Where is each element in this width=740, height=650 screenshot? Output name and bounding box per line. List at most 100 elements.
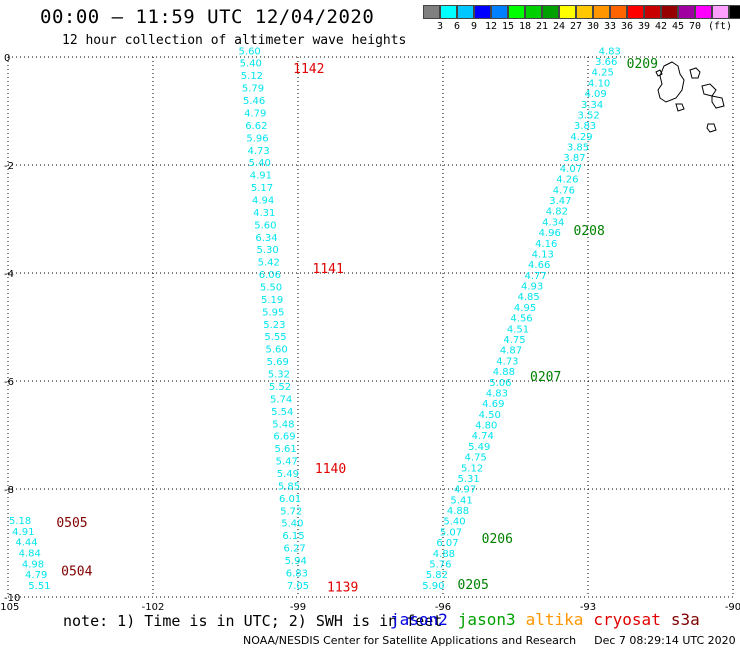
wave-height-value: 5.31	[457, 474, 479, 485]
wave-height-value: 4.95	[514, 303, 536, 314]
colorbar-label: 15	[501, 21, 515, 32]
wave-height-value: 5.76	[429, 560, 451, 571]
colorbar-cell-10	[593, 5, 610, 19]
wave-height-value: 4.56	[510, 314, 532, 325]
pass-time-label: 0209	[627, 57, 658, 72]
colorbar-cell-17	[712, 5, 729, 19]
wave-height-value: 4.79	[25, 570, 47, 581]
colorbar-cell-16	[695, 5, 712, 19]
wave-height-value: 4.97	[454, 485, 476, 496]
axis-ticks: -105 -102 -99 -96 -93 -90 0 -2 -4 -6 -8 -10	[0, 53, 740, 613]
colorbar-label: 21	[535, 21, 549, 32]
colorbar-label: 42	[654, 21, 668, 32]
wave-height-value: 5.30	[257, 245, 279, 256]
wave-height-value: 5.18	[9, 516, 31, 527]
colorbar-cell-4	[491, 5, 508, 19]
galapagos-islands	[655, 61, 725, 133]
wave-height-value: 4.82	[546, 207, 568, 218]
wave-height-value: 3.52	[577, 110, 599, 121]
wave-height-value: 5.40	[249, 158, 271, 169]
wave-height-value: 5.74	[270, 394, 292, 405]
wave-height-value: 5.41	[450, 495, 472, 506]
track-jason3-right: 4.833.664.254.104.093.343.523.834.293.85…	[422, 46, 621, 592]
wave-height-value: 5.40	[240, 59, 262, 70]
wave-height-value: 5.82	[426, 570, 448, 581]
wave-height-value: 5.96	[246, 133, 268, 144]
wave-height-value: 6.69	[273, 432, 295, 443]
pass-time-label: 0205	[458, 578, 489, 593]
wave-height-value: 5.49	[468, 442, 490, 453]
wave-height-value: 4.07	[560, 164, 582, 175]
pass-time-label: 0504	[61, 564, 92, 579]
track-cryosat-corner: 5.184.914.444.844.984.795.51	[9, 516, 51, 592]
wave-height-value: 4.74	[472, 431, 494, 442]
wave-height-value: 4.13	[532, 249, 554, 260]
wave-height-value: 4.69	[482, 399, 504, 410]
wave-height-value: 4.31	[253, 208, 275, 219]
colorbar-label: 3	[436, 21, 444, 32]
wave-height-value: 6.06	[259, 270, 281, 281]
colorbar-cell-18	[729, 5, 740, 19]
y-tick-label: -6	[4, 377, 14, 388]
wave-height-value: 4.73	[248, 146, 270, 157]
wave-height-value: 5.49	[277, 469, 299, 480]
credit-date: Dec 7 08:29:14 UTC 2020	[594, 634, 736, 647]
wave-height-value: 4.85	[517, 292, 539, 303]
wave-height-value: 5.79	[242, 84, 264, 95]
wave-height-value: 6.34	[255, 233, 277, 244]
wave-height-value: 6.15	[282, 531, 304, 542]
pass-time-label: 0208	[574, 224, 605, 239]
wave-height-value: 4.87	[500, 346, 522, 357]
map-subtitle: 12 hour collection of altimeter wave hei…	[62, 33, 407, 48]
wave-height-value: 5.47	[276, 457, 298, 468]
grid-lines	[7, 56, 734, 598]
wave-height-value: 3.47	[549, 196, 571, 207]
wave-height-value: 3.87	[563, 153, 585, 164]
colorbar-cell-13	[644, 5, 661, 19]
wave-height-value: 5.94	[285, 556, 307, 567]
wave-height-value: 4.96	[539, 228, 561, 239]
colorbar-label: 36	[620, 21, 634, 32]
colorbar-cell-15	[678, 5, 695, 19]
colorbar-label: 33	[603, 21, 617, 32]
wave-height-value: 5.19	[261, 295, 283, 306]
colorbar-label: 12	[484, 21, 498, 32]
colorbar-cell-1	[440, 5, 457, 19]
colorbar-cell-6	[525, 5, 542, 19]
legend-cryosat: cryosat	[593, 610, 661, 629]
wave-height-value: 5.61	[275, 444, 297, 455]
wave-height-value: 5.07	[440, 527, 462, 538]
wave-height-value: 5.54	[271, 407, 293, 418]
wave-height-value: 3.66	[595, 57, 617, 68]
wave-height-value: 5.12	[241, 71, 263, 82]
wave-height-value: 7.05	[287, 581, 309, 592]
y-tick-label: -4	[4, 269, 14, 280]
pass-time-label: 1142	[293, 62, 324, 77]
colorbar-cell-7	[542, 5, 559, 19]
wave-height-value: 6.83	[286, 568, 308, 579]
colorbar-label: 6	[453, 21, 461, 32]
colorbar-cell-14	[661, 5, 678, 19]
colorbar-label: (ft)	[707, 21, 733, 32]
legend-s3a: s3a	[670, 610, 700, 629]
wave-height-value: 4.88	[433, 549, 455, 560]
x-tick-label: -99	[290, 602, 306, 613]
wave-height-value: 5.69	[267, 357, 289, 368]
wave-height-value: 5.60	[239, 46, 261, 57]
wave-height-value: 5.50	[260, 283, 282, 294]
pass-time-label: 1141	[313, 262, 344, 277]
wave-height-value: 5.32	[268, 370, 290, 381]
x-tick-label: -90	[725, 602, 740, 613]
pass-labels: 1142 1141 1140 1139 0209 0208 0207 0206 0205 0505…	[56, 57, 658, 596]
wave-height-value: 6.62	[245, 121, 267, 132]
wave-height-value: 5.12	[461, 463, 483, 474]
wave-height-value: 4.83	[599, 46, 621, 57]
wave-height-value: 4.83	[486, 388, 508, 399]
credit-org: NOAA/NESDIS Center for Satellite Applica…	[243, 634, 577, 647]
wave-height-value: 4.94	[252, 195, 274, 206]
wave-height-value: 3.83	[574, 121, 596, 132]
wave-height-value: 5.06	[489, 378, 511, 389]
y-tick-label: -8	[4, 485, 14, 496]
wave-height-value: 4.34	[542, 217, 564, 228]
wave-height-value: 3.34	[581, 100, 603, 111]
